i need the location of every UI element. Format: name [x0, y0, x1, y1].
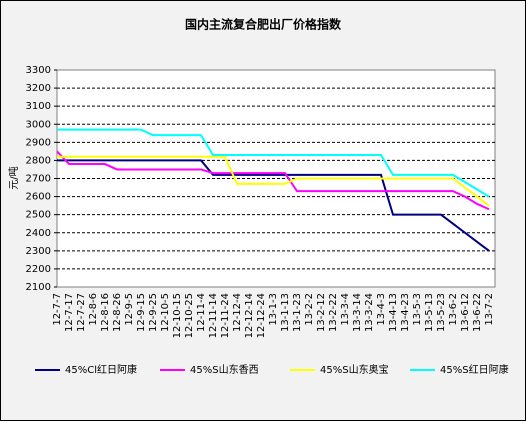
x-tick-label: 13-6-2: [448, 293, 459, 326]
x-tick-label: 12-12-14: [244, 293, 255, 338]
legend-label: 45%S山东香西: [190, 363, 259, 376]
x-tick-label: 13-1-3: [268, 293, 279, 326]
y-tick-label: 2600: [26, 192, 51, 203]
x-tick-label: 13-6-12: [460, 293, 471, 332]
series-line: [57, 159, 490, 252]
legend-label: 45%Cl红日阿康: [65, 363, 137, 376]
x-tick-label: 12-10-15: [172, 293, 183, 338]
x-tick-label: 12-10-5: [160, 293, 171, 332]
series-line: [57, 128, 490, 198]
y-tick-label: 3300: [26, 65, 51, 76]
legend-label: 45%S山东奥宝: [320, 363, 389, 376]
x-tick-label: 13-7-2: [484, 293, 495, 326]
x-tick-label: 13-2-22: [328, 293, 339, 332]
y-tick-label: 2900: [26, 137, 51, 148]
x-tick-label: 13-5-23: [436, 293, 447, 332]
x-tick-label: 13-3-24: [364, 293, 375, 332]
y-tick-label: 3200: [26, 83, 51, 94]
y-tick-label: 2500: [26, 210, 51, 221]
x-tick-label: 12-7-17: [64, 293, 75, 332]
y-tick-label: 2100: [26, 282, 51, 293]
y-tick-label: 2700: [26, 174, 51, 185]
x-tick-label: 13-4-23: [400, 293, 411, 332]
x-tick-label: 12-8-6: [88, 293, 99, 326]
x-tick-label: 12-11-4: [196, 293, 207, 332]
y-tick-label: 2800: [26, 155, 51, 166]
y-tick-label: 2300: [26, 246, 51, 257]
x-tick-label: 12-11-24: [220, 293, 231, 338]
chart-title: 国内主流复合肥出厂价格指数: [185, 17, 342, 32]
x-tick-label: 13-1-23: [292, 293, 303, 332]
x-tick-label: 13-6-22: [472, 293, 483, 332]
x-tick-label: 13-2-12: [316, 293, 327, 332]
legend-label: 45%S红日阿康: [440, 363, 509, 376]
x-tick-label: 12-11-14: [208, 293, 219, 338]
x-tick-label: 13-3-14: [352, 293, 363, 332]
x-tick-label: 12-9-5: [124, 293, 135, 326]
x-tick-label: 13-5-3: [412, 293, 423, 326]
x-tick-label: 13-4-13: [388, 293, 399, 332]
x-tick-label: 12-8-26: [112, 293, 123, 332]
y-axis-label: 元/吨: [7, 166, 20, 189]
x-tick-label: 12-12-24: [256, 293, 267, 338]
x-tick-label: 13-3-4: [340, 293, 351, 326]
x-tick-label: 12-12-4: [232, 293, 243, 332]
series-line: [56, 150, 490, 211]
x-tick-label: 12-9-15: [136, 293, 147, 332]
y-tick-label: 3100: [26, 101, 51, 112]
y-tick-label: 2200: [26, 264, 51, 275]
x-tick-label: 12-7-27: [76, 293, 87, 332]
x-tick-label: 12-7-7: [52, 293, 63, 326]
y-tick-label: 3000: [26, 119, 51, 130]
x-tick-label: 12-8-16: [100, 293, 111, 332]
x-tick-label: 13-5-13: [424, 293, 435, 332]
y-tick-label: 2400: [26, 228, 51, 239]
x-tick-label: 13-4-3: [376, 293, 387, 326]
x-tick-label: 13-1-13: [280, 293, 291, 332]
x-tick-label: 12-10-25: [184, 293, 195, 338]
x-tick-label: 12-9-25: [148, 293, 159, 332]
series-line: [57, 155, 490, 207]
x-tick-label: 13-2-2: [304, 293, 315, 326]
